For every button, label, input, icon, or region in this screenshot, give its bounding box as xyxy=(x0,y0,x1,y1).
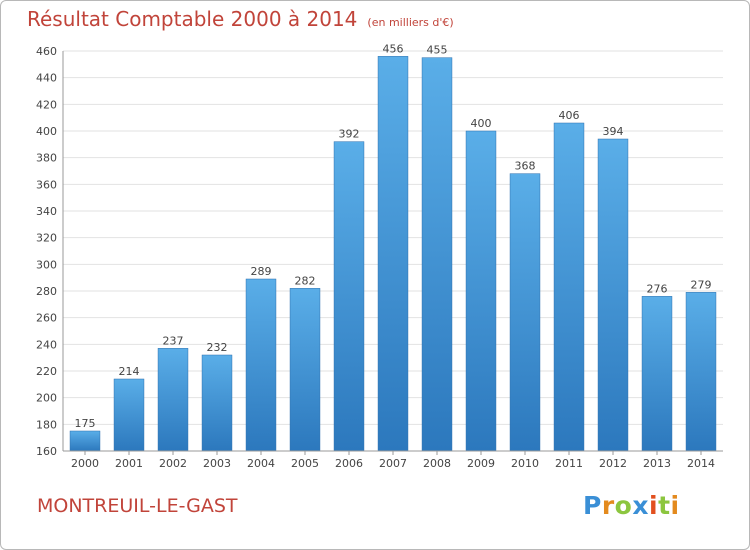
bar-2000 xyxy=(69,430,101,452)
x-tick-label: 2004 xyxy=(247,457,275,470)
bar-2003 xyxy=(201,354,233,452)
bar-2010 xyxy=(509,173,541,452)
y-tick-label: 420 xyxy=(36,98,57,111)
x-tick-label: 2000 xyxy=(71,457,99,470)
logo-letter: r xyxy=(601,491,615,520)
data-label: 282 xyxy=(295,274,316,287)
y-tick-label: 360 xyxy=(36,178,57,191)
logo-letter: i xyxy=(649,491,659,520)
x-tick-label: 2010 xyxy=(511,457,539,470)
y-tick-label: 320 xyxy=(36,232,57,245)
data-label: 237 xyxy=(163,334,184,347)
axis-layer: 160 180 200 220 240 260 280 300 320 340 360 380 400 4… xyxy=(36,45,723,470)
data-label: 276 xyxy=(647,282,668,295)
x-tick-label: 2008 xyxy=(423,457,451,470)
x-tick-label: 2009 xyxy=(467,457,495,470)
y-tick-label: 240 xyxy=(36,338,57,351)
y-tick-label: 400 xyxy=(36,125,57,138)
y-tick-label: 300 xyxy=(36,258,57,271)
bar-2002 xyxy=(157,348,189,452)
labels-layer: 175 214 237 232 289 282 392 456 455 400 368 406 394 2… xyxy=(75,42,712,430)
logo-letter: x xyxy=(632,491,649,520)
bars-layer xyxy=(69,56,717,452)
data-label: 368 xyxy=(515,160,536,173)
y-tick-label: 200 xyxy=(36,392,57,405)
bar-2013 xyxy=(641,296,673,452)
y-tick-label: 180 xyxy=(36,418,57,431)
logo-letter: t xyxy=(658,491,671,520)
bar-2001 xyxy=(113,378,145,452)
y-tick-label: 380 xyxy=(36,152,57,165)
x-tick-label: 2001 xyxy=(115,457,143,470)
y-tick-label: 220 xyxy=(36,365,57,378)
data-label: 400 xyxy=(471,117,492,130)
y-tick-label: 160 xyxy=(36,445,57,458)
chart-title: Résultat Comptable 2000 à 2014 (en millie… xyxy=(27,7,454,31)
data-label: 214 xyxy=(119,365,140,378)
data-label: 392 xyxy=(339,128,360,141)
logo-letter: P xyxy=(583,491,602,520)
bar-2004 xyxy=(245,278,277,452)
x-tick-label: 2007 xyxy=(379,457,407,470)
city-name: MONTREUIL-LE-GAST xyxy=(37,495,238,517)
x-tick-label: 2012 xyxy=(599,457,627,470)
x-tick-label: 2006 xyxy=(335,457,363,470)
x-tick-label: 2011 xyxy=(555,457,583,470)
bar-2014 xyxy=(685,292,717,452)
x-tick-label: 2002 xyxy=(159,457,187,470)
logo-letter: i xyxy=(670,491,680,520)
logo-letter: o xyxy=(614,491,633,520)
bar-2009 xyxy=(465,130,497,452)
chart-unit: (en milliers d'€) xyxy=(367,16,454,29)
data-label: 455 xyxy=(427,44,448,57)
x-tick-label: 2005 xyxy=(291,457,319,470)
y-tick-label: 460 xyxy=(36,45,57,58)
data-label: 394 xyxy=(603,125,624,138)
proxiti-logo: Proxiti xyxy=(583,491,680,520)
x-tick-label: 2003 xyxy=(203,457,231,470)
bar-2011 xyxy=(553,122,585,452)
chart-title-text: Résultat Comptable 2000 à 2014 xyxy=(27,7,358,31)
data-label: 456 xyxy=(383,42,404,55)
bar-2005 xyxy=(289,288,321,452)
bar-2006 xyxy=(333,141,365,452)
x-tick-label: 2014 xyxy=(687,457,715,470)
x-tick-label: 2013 xyxy=(643,457,671,470)
data-label: 175 xyxy=(75,417,96,430)
data-label: 279 xyxy=(691,278,712,291)
data-label: 406 xyxy=(559,109,580,122)
bar-2008 xyxy=(421,57,453,452)
bar-2007 xyxy=(377,56,409,452)
y-tick-label: 440 xyxy=(36,72,57,85)
bar-2012 xyxy=(597,138,629,452)
y-tick-label: 340 xyxy=(36,205,57,218)
data-label: 232 xyxy=(207,341,228,354)
y-tick-label: 260 xyxy=(36,312,57,325)
y-tick-label: 280 xyxy=(36,285,57,298)
data-label: 289 xyxy=(251,265,272,278)
